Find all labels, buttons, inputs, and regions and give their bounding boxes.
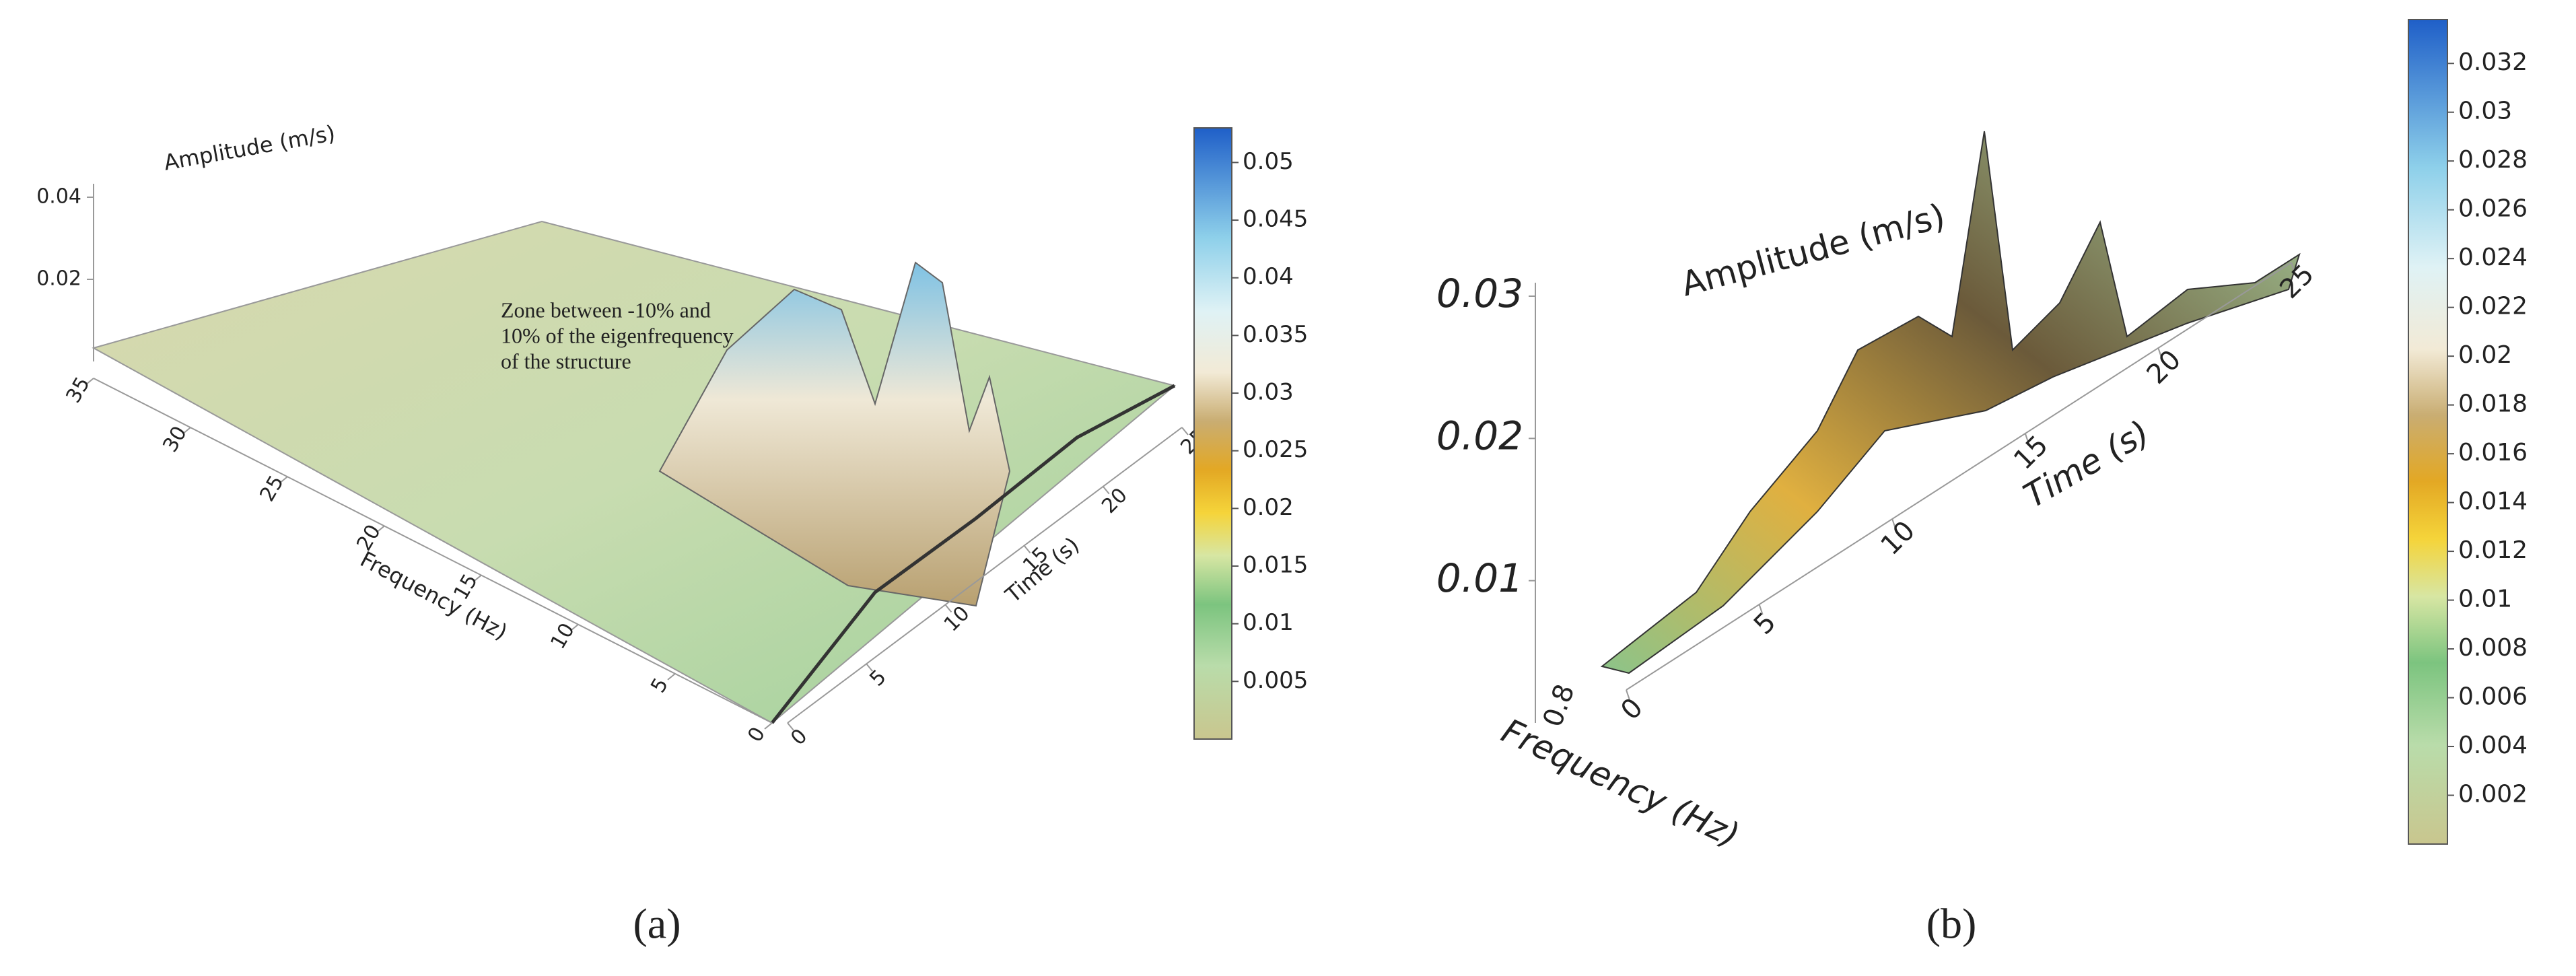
frequency-tick	[473, 574, 482, 582]
annotation: 10% of the eigenfrequency	[501, 323, 734, 347]
frequency-tick	[667, 673, 676, 681]
time-tick	[2024, 433, 2029, 444]
colorbar-tick-label: 0.015	[1243, 552, 1308, 579]
colorbar-tick-label: 0.024	[2458, 244, 2528, 271]
colorbar-tick-label: 0.04	[1243, 263, 1294, 290]
colorbar-tick-label: 0.035	[1243, 321, 1308, 348]
colorbar-tick-label: 0.01	[1243, 609, 1294, 636]
frequency-axis-label: Frequency (Hz)	[1496, 711, 1745, 856]
colorbar-tick-label: 0.008	[2458, 634, 2528, 662]
colorbar-tick-label: 0.03	[2458, 98, 2512, 125]
frequency-tick-label: 5	[646, 674, 673, 697]
amplitude-tick-label: 0.02	[36, 267, 81, 291]
colorbar-tick-label: 0.012	[2458, 536, 2528, 564]
time-tick	[944, 604, 952, 613]
colorbar-tick-label: 0.02	[1243, 494, 1294, 521]
frequency-axis-line	[93, 378, 773, 724]
colorbar	[2408, 19, 2448, 845]
colorbar-tick-label: 0.022	[2458, 293, 2528, 320]
time-tick	[1103, 486, 1110, 495]
colorbar-tick-label: 0.025	[1243, 436, 1308, 463]
colorbar-tick-label: 0.05	[1243, 148, 1294, 175]
time-axis-line	[1626, 262, 2292, 691]
surface-peaks	[658, 261, 1011, 607]
frequency-tick	[376, 525, 385, 533]
colorbar-tick-label: 0.014	[2458, 488, 2528, 516]
time-tick	[2157, 347, 2163, 359]
colorbar-tick-label: 0.03	[1243, 379, 1294, 406]
colorbar-tick-label: 0.016	[2458, 439, 2528, 466]
time-tick-label: 20	[1097, 483, 1132, 518]
time-tick	[866, 663, 873, 672]
colorbar	[1193, 127, 1232, 740]
colorbar-tick-label: 0.018	[2458, 390, 2528, 418]
surface-b	[1600, 131, 2301, 674]
time-tick-label: 0	[786, 724, 812, 750]
surface-ridge	[771, 384, 1176, 724]
amplitude-tick-label: 0.01	[1436, 555, 1523, 601]
time-tick	[787, 722, 794, 731]
frequency-tick	[85, 378, 94, 385]
frequency-tick	[570, 623, 579, 631]
time-tick-label: 5	[865, 665, 891, 691]
time-tick-label: 10	[1875, 515, 1922, 561]
time-tick	[1181, 427, 1189, 435]
time-tick	[1891, 518, 1897, 530]
time-tick	[1023, 545, 1031, 554]
caption: (b)	[1926, 900, 1977, 948]
time-axis-label: Time (s)	[1000, 532, 1084, 608]
colorbar-tick-label: 0.002	[2458, 781, 2528, 808]
surface-plane	[92, 220, 1177, 724]
surface-a	[92, 220, 1177, 724]
colorbar-tick-label: 0.028	[2458, 146, 2528, 174]
surface-ribbon	[1600, 131, 2301, 674]
frequency-tick-label: 35	[61, 373, 94, 407]
amplitude-tick-label: 0.02	[1436, 413, 1523, 458]
frequency-tick	[279, 476, 288, 484]
time-axis-line	[787, 427, 1183, 724]
frequency-tick	[764, 722, 773, 730]
amplitude-axis-label: Amplitude (m/s)	[1677, 196, 1949, 304]
annotation: of the structure	[501, 349, 631, 373]
amplitude-tick-label: 0.04	[36, 185, 81, 209]
frequency-tick-label: 25	[255, 472, 288, 506]
time-tick-label: 0	[1615, 692, 1649, 726]
time-tick-label: 20	[2141, 344, 2188, 390]
colorbar-tick-label: 0.02	[2458, 341, 2512, 369]
time-tick-label: 10	[940, 602, 975, 637]
frequency-tick	[182, 427, 191, 434]
frequency-tick-label: 10	[546, 619, 579, 654]
annotation: Zone between -10% and	[501, 298, 711, 322]
time-tick-label: 5	[1748, 606, 1782, 641]
frequency-tick-label: 0.8	[1537, 681, 1581, 732]
colorbar-tick-label: 0.006	[2458, 683, 2528, 711]
frequency-tick-label: 0	[743, 723, 770, 746]
colorbar-tick-label: 0.01	[2458, 586, 2512, 613]
colorbar-tick-label: 0.005	[1243, 667, 1308, 694]
time-tick	[1626, 689, 1630, 701]
amplitude-axis-label: Amplitude (m/s)	[162, 120, 337, 176]
frequency-tick-label: 30	[158, 422, 191, 456]
colorbar-tick-label: 0.026	[2458, 195, 2528, 223]
colorbar-tick-label: 0.032	[2458, 48, 2528, 76]
caption: (a)	[633, 900, 681, 948]
time-tick	[2291, 262, 2295, 273]
time-tick	[1758, 604, 1764, 615]
colorbar-tick-label: 0.004	[2458, 732, 2528, 759]
amplitude-tick-label: 0.03	[1436, 271, 1523, 316]
colorbar-tick-label: 0.045	[1243, 206, 1308, 233]
